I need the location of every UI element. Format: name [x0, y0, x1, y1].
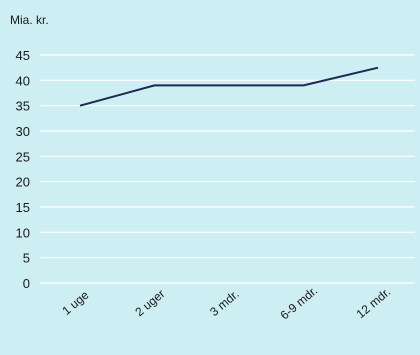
- x-tick-label: 2 uger: [132, 287, 167, 320]
- grid-layer: [40, 54, 415, 284]
- y-tick-label: 25: [16, 149, 30, 164]
- y-tick-label: 30: [16, 124, 30, 139]
- y-tick-label: 40: [16, 73, 30, 88]
- x-tick-label: 6-9 mdr.: [278, 283, 321, 322]
- y-tick-label: 0: [23, 276, 30, 291]
- series-layer: [79, 66, 379, 107]
- y-tick-label: 10: [16, 225, 30, 240]
- y-tick-label: 5: [23, 251, 30, 266]
- y-tick-label: 20: [16, 175, 30, 190]
- x-tick-label: 1 uge: [59, 288, 91, 318]
- y-axis-unit-label: Mia. kr.: [10, 13, 49, 27]
- y-axis-ticks: 0 5 10 15 20 25 30 35 40 45: [16, 48, 30, 291]
- x-axis-ticks: 1 uge 2 uger 3 mdr. 6-9 mdr. 12 mdr.: [59, 283, 393, 322]
- series-line-0: [79, 66, 379, 107]
- x-tick-label: 12 mdr.: [354, 285, 394, 321]
- y-tick-label: 15: [16, 200, 30, 215]
- y-tick-label: 35: [16, 99, 30, 114]
- x-tick-label: 3 mdr.: [207, 287, 242, 319]
- y-tick-label: 45: [16, 48, 30, 63]
